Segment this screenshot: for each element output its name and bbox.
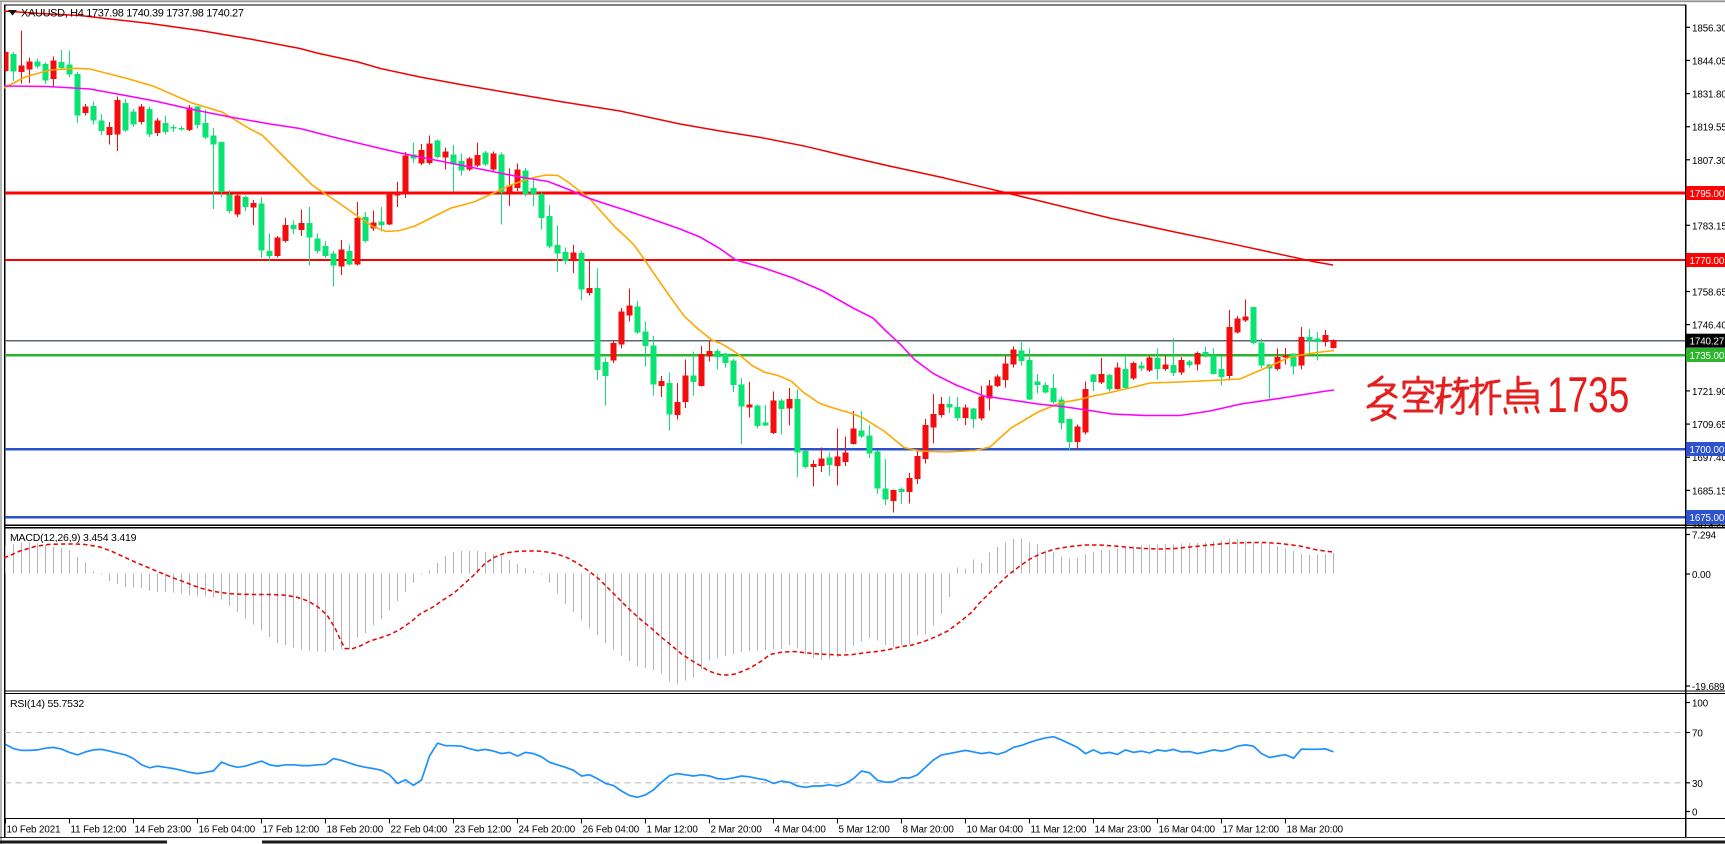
svg-text:26 Feb 04:00: 26 Feb 04:00 [583,825,640,836]
svg-text:16 Feb 04:00: 16 Feb 04:00 [199,825,256,836]
svg-text:1807.30: 1807.30 [1692,156,1725,167]
svg-text:100: 100 [1692,699,1709,710]
svg-text:1709.65: 1709.65 [1692,420,1725,431]
svg-text:1675.00: 1675.00 [1690,513,1725,524]
svg-text:4 Mar 04:00: 4 Mar 04:00 [775,825,827,836]
svg-text:1735.00: 1735.00 [1690,351,1725,362]
svg-text:RSI(14) 55.7532: RSI(14) 55.7532 [10,698,84,710]
svg-text:10 Mar 04:00: 10 Mar 04:00 [967,825,1024,836]
svg-text:1673.25: 1673.25 [1692,520,1725,531]
svg-text:18 Mar 20:00: 18 Mar 20:00 [1287,825,1344,836]
svg-text:1783.15: 1783.15 [1692,221,1725,232]
svg-text:1844.05: 1844.05 [1692,56,1725,67]
svg-text:0: 0 [1692,808,1698,819]
svg-text:XAUUSD, H4 1737.98 1740.39 17: XAUUSD, H4 1737.98 1740.39 1737.98 1740.… [21,8,244,20]
svg-text:14 Mar 23:00: 14 Mar 23:00 [1095,825,1152,836]
svg-text:1819.55: 1819.55 [1692,123,1725,134]
svg-text:2 Mar 20:00: 2 Mar 20:00 [711,825,763,836]
svg-text:16 Mar 04:00: 16 Mar 04:00 [1159,825,1216,836]
svg-text:1735: 1735 [1547,368,1629,424]
svg-text:1 Mar 12:00: 1 Mar 12:00 [647,825,699,836]
svg-text:70: 70 [1692,729,1703,740]
svg-text:1721.90: 1721.90 [1692,387,1725,398]
svg-text:1746.40: 1746.40 [1692,321,1725,332]
svg-text:1700.00: 1700.00 [1690,445,1725,456]
svg-text:7.294: 7.294 [1692,531,1717,542]
svg-text:1795.00: 1795.00 [1690,189,1725,200]
svg-text:1831.80: 1831.80 [1692,90,1725,101]
svg-text:18 Feb 20:00: 18 Feb 20:00 [327,825,384,836]
svg-text:1697.40: 1697.40 [1692,453,1725,464]
svg-text:22 Feb 04:00: 22 Feb 04:00 [391,825,448,836]
svg-text:11 Feb 12:00: 11 Feb 12:00 [71,825,127,836]
svg-text:-19.689: -19.689 [1692,682,1725,693]
svg-text:1770.00: 1770.00 [1690,256,1725,267]
svg-text:14 Feb 23:00: 14 Feb 23:00 [135,825,192,836]
svg-text:8 Mar 20:00: 8 Mar 20:00 [903,825,955,836]
svg-text:1685.15: 1685.15 [1692,486,1725,497]
svg-text:30: 30 [1692,779,1703,790]
svg-text:1740.27: 1740.27 [1690,337,1725,348]
svg-text:17 Feb 12:00: 17 Feb 12:00 [263,825,320,836]
svg-text:17 Mar 12:00: 17 Mar 12:00 [1223,825,1280,836]
svg-text:23 Feb 12:00: 23 Feb 12:00 [455,825,512,836]
svg-text:11 Mar 12:00: 11 Mar 12:00 [1031,825,1087,836]
svg-text:1758.65: 1758.65 [1692,288,1725,299]
svg-text:0.00: 0.00 [1692,570,1711,581]
svg-text:10 Feb 2021: 10 Feb 2021 [7,825,61,836]
svg-text:MACD(12,26,9) 3.454 3.419: MACD(12,26,9) 3.454 3.419 [10,532,137,544]
svg-text:1856.30: 1856.30 [1692,23,1725,34]
svg-text:24 Feb 20:00: 24 Feb 20:00 [519,825,576,836]
svg-text:5 Mar 12:00: 5 Mar 12:00 [839,825,891,836]
